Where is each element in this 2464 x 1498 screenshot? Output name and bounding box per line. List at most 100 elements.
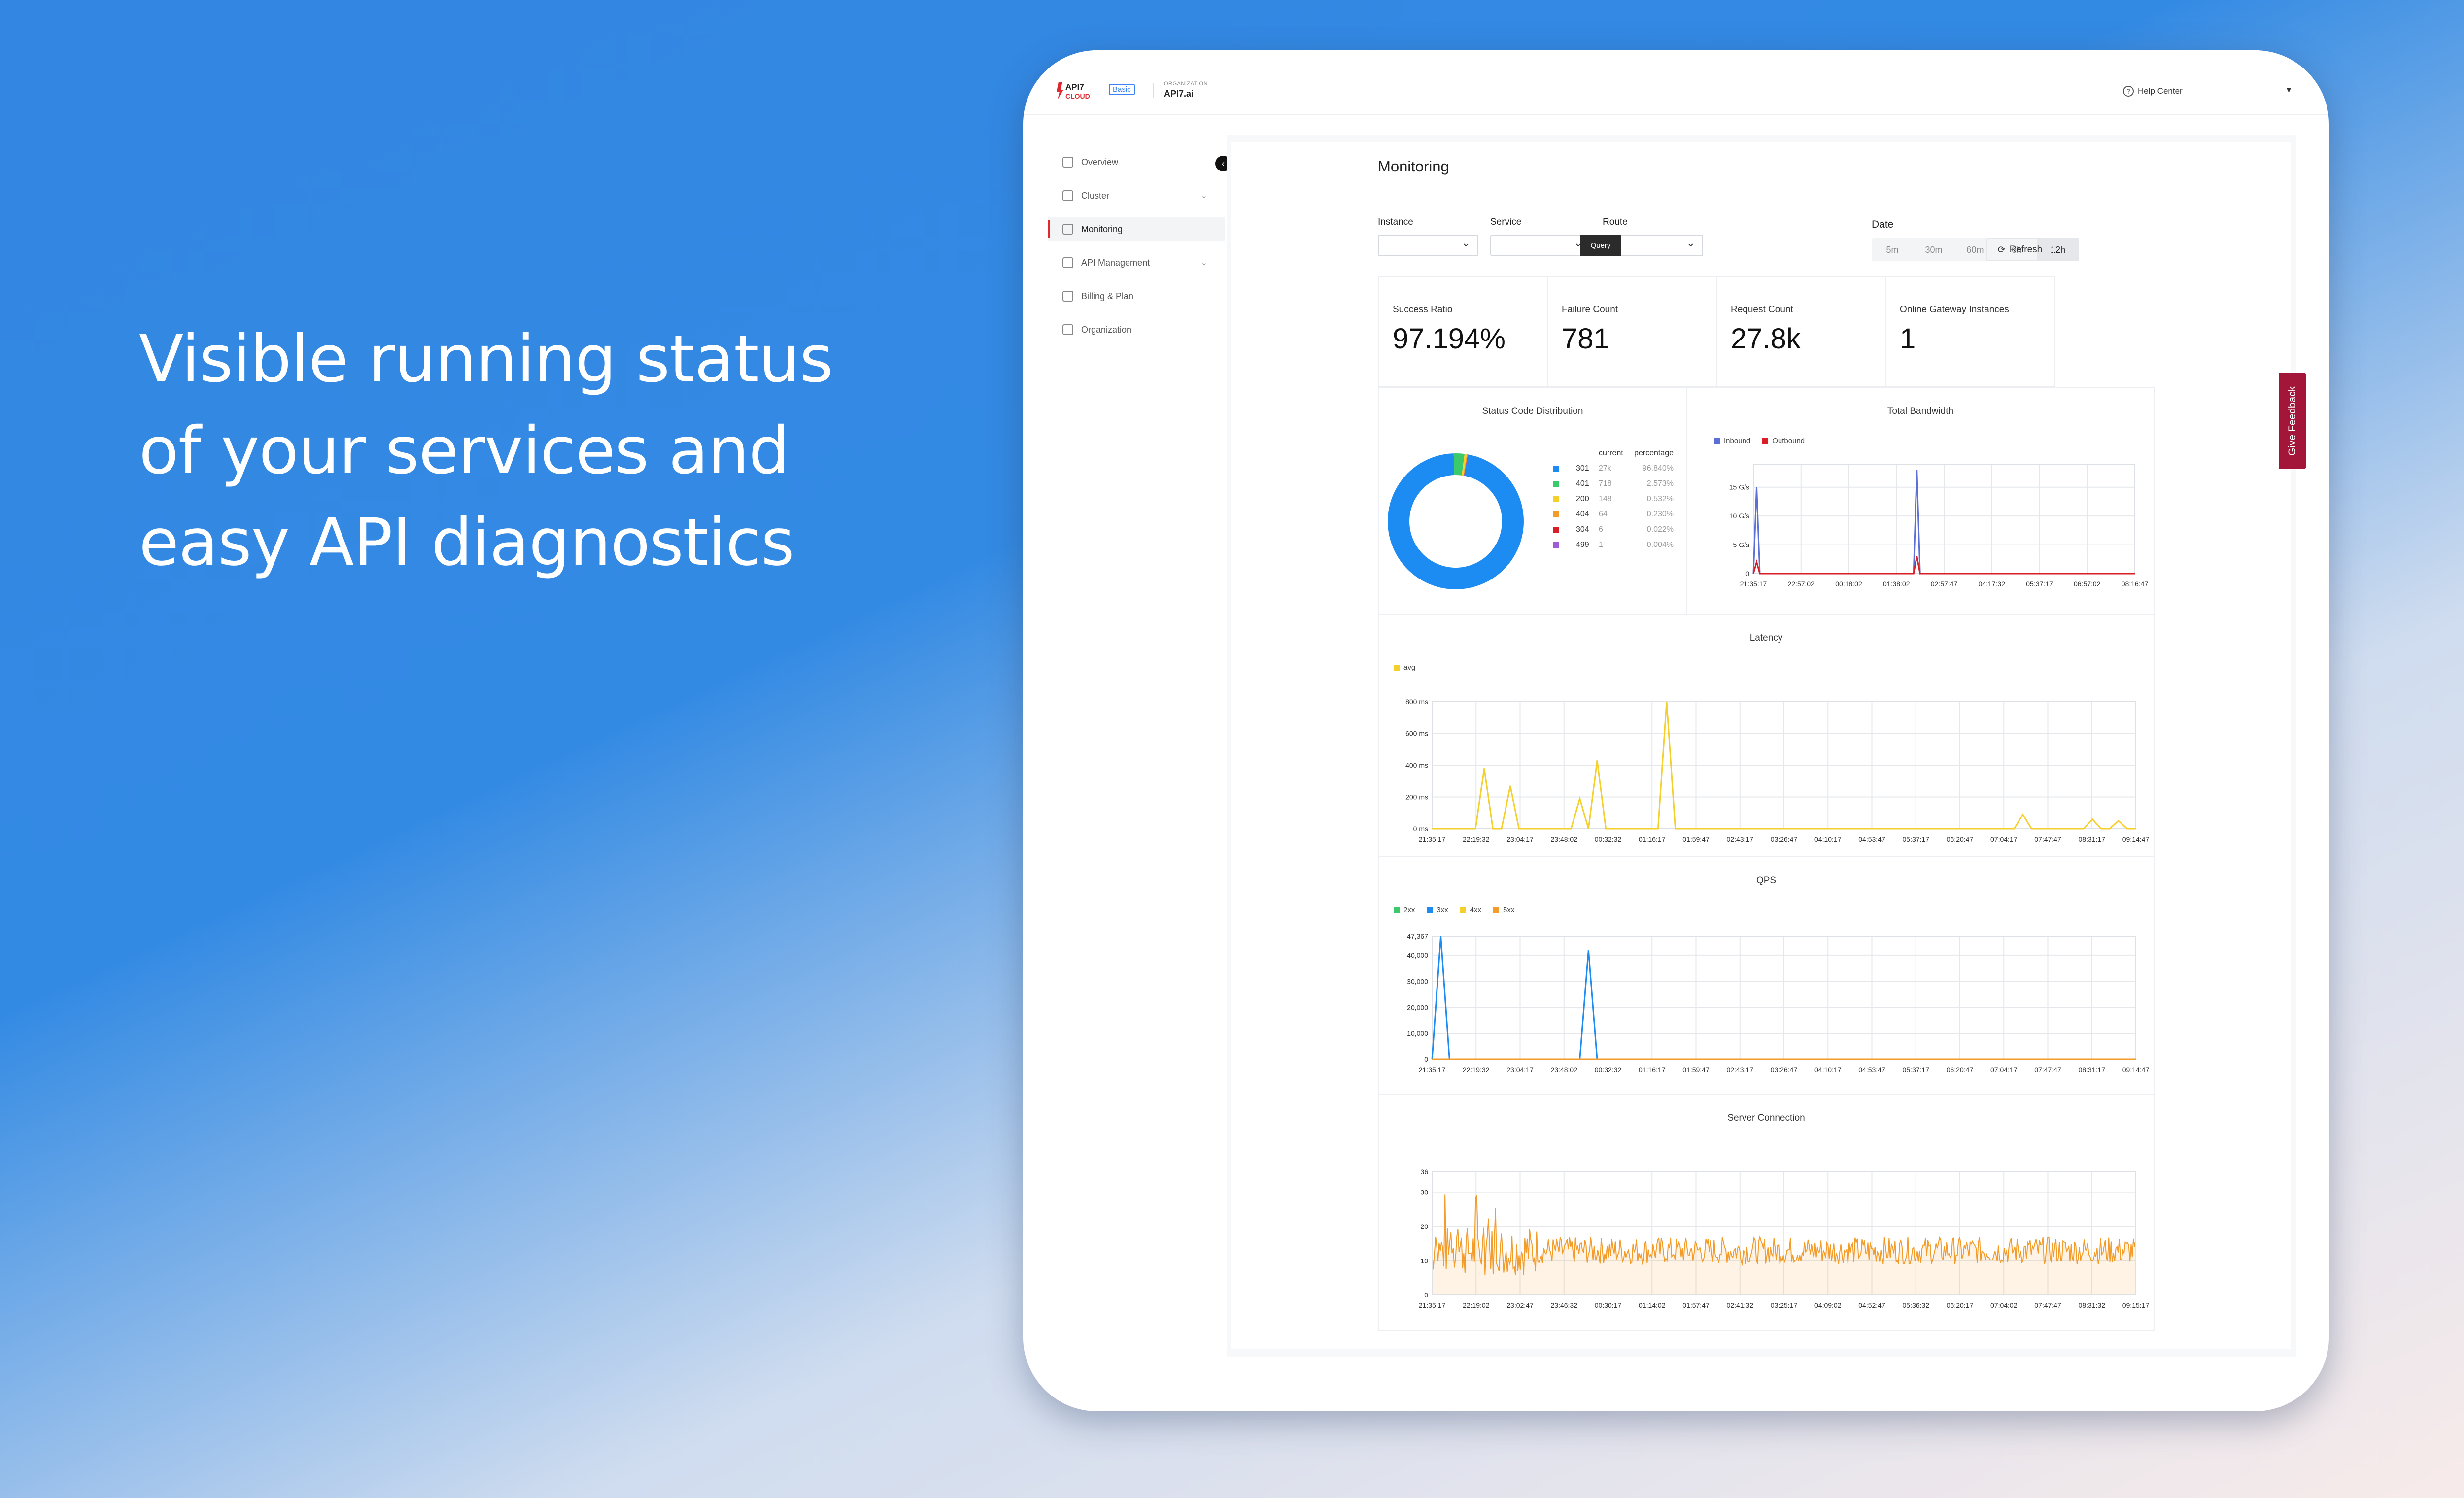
user-menu-chevron-icon[interactable]: ▾	[2287, 85, 2292, 95]
legend-item[interactable]: avg	[1394, 663, 1415, 672]
donut-slice-499	[1464, 454, 1469, 476]
server-connection-title: Server Connection	[1727, 1113, 1805, 1123]
x-tick-label: 07:47:47	[2034, 835, 2061, 843]
x-tick-label: 23:46:32	[1551, 1301, 1578, 1309]
sidebar-item-api-management[interactable]: API Management ⌄	[1048, 250, 1225, 275]
x-tick-label: 07:47:47	[2034, 1066, 2061, 1074]
y-tick-label: 200 ms	[1405, 793, 1428, 801]
donut-slice-200	[1462, 454, 1467, 476]
legend-swatch	[1762, 438, 1769, 444]
x-tick-label: 06:20:17	[1947, 1301, 1974, 1309]
range-option-5m[interactable]: 5m	[1886, 244, 1899, 255]
legend-item[interactable]: Outbound	[1762, 437, 1805, 445]
range-option-30m[interactable]: 30m	[1925, 244, 1943, 255]
legend-item[interactable]: 4xx	[1460, 906, 1481, 914]
legend-item[interactable]: 2xx	[1394, 906, 1415, 914]
give-feedback-tab[interactable]: Give Feedback	[2279, 373, 2306, 469]
sidebar-item-overview[interactable]: Overview	[1048, 150, 1225, 174]
status-code-legend: current percentage 301 27k 96.840% 401 718 2.57…	[1553, 445, 1674, 552]
stat-card: Success Ratio 97.194%	[1379, 277, 1548, 386]
status-current: 148	[1599, 494, 1612, 503]
x-tick-label: 21:35:17	[1419, 835, 1446, 843]
y-tick-label: 10	[1420, 1257, 1428, 1265]
chevron-down-icon: ⌄	[1200, 192, 1207, 200]
sidebar-item-cluster[interactable]: Cluster ⌄	[1048, 183, 1225, 208]
legend-swatch	[1460, 907, 1466, 914]
bandwidth-card: Total Bandwidth Inbound Outbound 0 5 G/s 10…	[1686, 387, 2155, 615]
svg-text:CLOUD: CLOUD	[1065, 92, 1090, 100]
top-bar: API7 CLOUD Basic ORGANIZATION API7.ai ? …	[1023, 50, 2329, 115]
legend-item[interactable]: 5xx	[1493, 906, 1514, 914]
latency-chart: 0 ms 200 ms 400 ms 600 ms 800 ms 21:35:17 22:1…	[1405, 698, 2149, 843]
org-name[interactable]: API7.ai	[1164, 89, 1194, 99]
service-select[interactable]	[1490, 235, 1591, 256]
help-center-label: Help Center	[2138, 86, 2183, 96]
x-tick-label: 06:57:02	[2074, 580, 2101, 588]
help-center-link[interactable]: ? Help Center	[2123, 86, 2183, 97]
x-tick-label: 01:14:02	[1639, 1301, 1666, 1309]
server-connection-card: Server Connection 0 10 20 30 36 21:35:17 22:19…	[1378, 1094, 2155, 1331]
sidebar-item-monitoring[interactable]: Monitoring	[1048, 217, 1225, 241]
legend-row: 301 27k 96.840%	[1553, 461, 1674, 476]
headline-line-1: Visible running status	[139, 321, 833, 397]
y-tick-label: 30,000	[1407, 978, 1428, 986]
query-button[interactable]: Query	[1580, 235, 1621, 256]
x-tick-label: 08:31:17	[2079, 835, 2106, 843]
x-tick-label: 02:43:17	[1727, 1066, 1754, 1074]
sidebar-item-label: Cluster	[1081, 190, 1110, 201]
legend-label: 5xx	[1503, 906, 1515, 914]
sidebar: Overview Cluster ⌄ Monitoring API Management…	[1023, 124, 1225, 1405]
instance-select[interactable]	[1378, 235, 1478, 256]
stat-card: Failure Count 781	[1548, 277, 1717, 386]
x-tick-label: 03:26:47	[1771, 835, 1798, 843]
stat-label: Online Gateway Instances	[1900, 305, 2009, 315]
x-tick-label: 00:30:17	[1595, 1301, 1622, 1309]
x-tick-label: 07:04:17	[1990, 835, 2018, 843]
x-tick-label: 23:02:47	[1506, 1301, 1534, 1309]
refresh-label: Refresh	[2009, 244, 2043, 255]
latency-legend: avg	[1394, 663, 1415, 672]
x-tick-label: 04:53:47	[1858, 1066, 1885, 1074]
sidebar-item-organization[interactable]: Organization	[1048, 317, 1225, 342]
status-code: 200	[1576, 494, 1589, 503]
legend-swatch	[1553, 465, 1559, 472]
refresh-button[interactable]: ⟳ Refresh	[1986, 238, 2054, 261]
api-icon	[1062, 257, 1073, 268]
y-tick-label: 36	[1420, 1168, 1428, 1176]
x-tick-label: 03:25:17	[1771, 1301, 1798, 1309]
stat-value: 1	[1900, 323, 1916, 355]
header-divider	[1153, 83, 1154, 98]
stat-label: Failure Count	[1562, 305, 1618, 315]
stat-value: 27.8k	[1731, 323, 1801, 355]
service-label: Service	[1490, 217, 1522, 227]
legend-item[interactable]: Inbound	[1714, 437, 1750, 445]
donut-slice-404	[1463, 454, 1468, 476]
x-tick-label: 22:57:02	[1788, 580, 1815, 588]
stat-card: Online Gateway Instances 1	[1886, 277, 2054, 386]
route-label: Route	[1603, 217, 1628, 227]
range-option-12h[interactable]: 12h	[2037, 238, 2079, 261]
connection-area	[1432, 1194, 2136, 1295]
plan-badge: Basic	[1109, 84, 1135, 95]
x-tick-label: 04:53:47	[1858, 835, 1885, 843]
svg-text:API7: API7	[1065, 82, 1084, 92]
sidebar-item-label: Monitoring	[1081, 224, 1123, 234]
legend-item[interactable]: 3xx	[1427, 906, 1448, 914]
api7-cloud-logo: API7 CLOUD	[1057, 82, 1090, 100]
sidebar-item-billing-plan[interactable]: Billing & Plan	[1048, 284, 1225, 308]
status-current: 1	[1599, 540, 1603, 549]
headline-line-3: easy API diagnostics	[139, 505, 795, 580]
y-tick-label: 0	[1424, 1291, 1428, 1299]
range-option-6h[interactable]: 6h	[2011, 244, 2022, 255]
x-tick-label: 01:59:47	[1682, 835, 1710, 843]
range-option-60m[interactable]: 60m	[1966, 244, 1984, 255]
x-tick-label: 08:31:32	[2079, 1301, 2106, 1309]
status-code-title: Status Code Distribution	[1482, 406, 1583, 416]
donut-slice-304	[1464, 454, 1469, 476]
legend-label: Inbound	[1724, 437, 1751, 445]
x-tick-label: 09:14:47	[2122, 1066, 2150, 1074]
y-tick-label: 10 G/s	[1729, 512, 1749, 520]
x-tick-label: 22:19:32	[1463, 1066, 1490, 1074]
series-line-outbound	[1752, 556, 2135, 575]
x-tick-label: 21:35:17	[1419, 1301, 1446, 1309]
